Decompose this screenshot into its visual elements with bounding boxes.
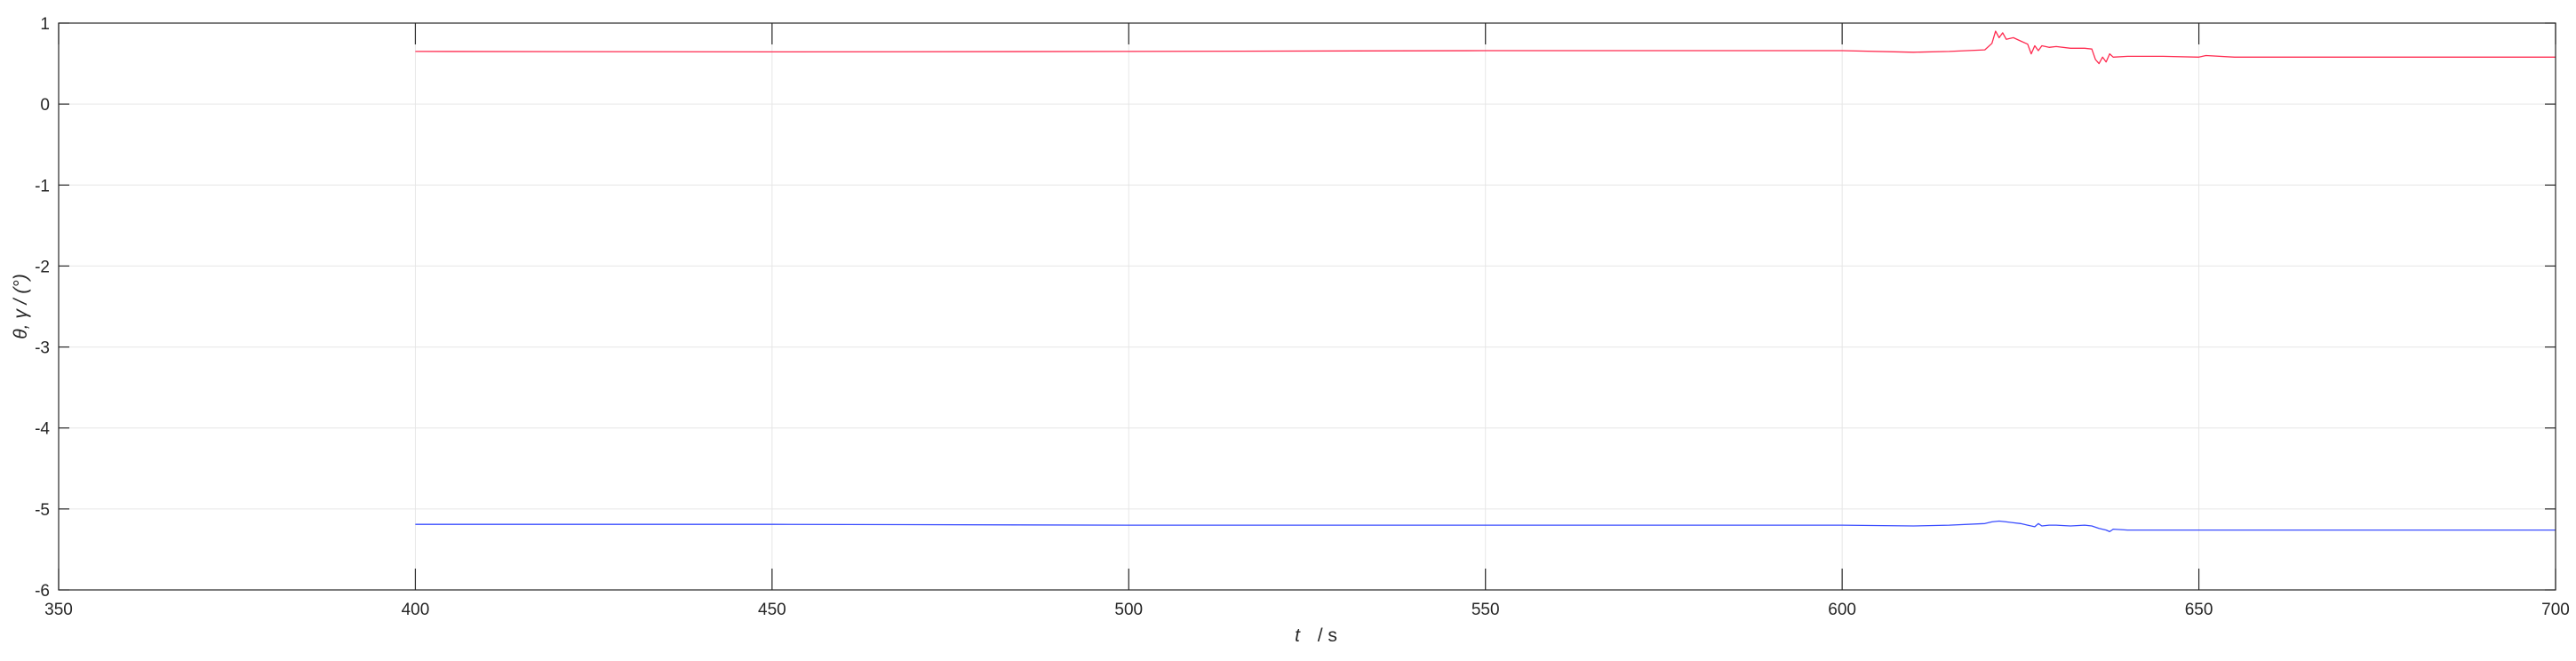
y-axis-label: θ, γ / (°)	[11, 274, 31, 338]
x-tick-label: 650	[2185, 601, 2213, 619]
x-tick-label: 400	[402, 601, 430, 619]
plot-frame	[58, 22, 2556, 591]
y-tick-label: -5	[35, 501, 50, 520]
y-tick-label: -4	[35, 420, 50, 439]
x-tick-label: 550	[1471, 601, 1500, 619]
x-tick-label: 350	[44, 601, 73, 619]
grid	[59, 23, 2556, 590]
y-tick-label: -3	[35, 339, 50, 358]
ticks	[58, 22, 2556, 591]
x-tick-label: 450	[758, 601, 786, 619]
tick-labels: 350 400 450 500 550 600 650 700 1 0 -1 -2 -3 -4 -5 -6	[35, 15, 2570, 619]
y-tick-label: -1	[35, 177, 50, 195]
y-tick-label: 0	[40, 96, 50, 115]
y-tick-label: 1	[40, 15, 50, 34]
y-tick-label: -6	[35, 582, 50, 601]
series-layer	[415, 30, 2556, 533]
x-tick-label: 600	[1828, 601, 1856, 619]
x-tick-label: 500	[1114, 601, 1143, 619]
x-axis-label: t / s	[1295, 625, 1337, 646]
series-line-2	[415, 520, 2556, 533]
x-axis-unit: / s	[1318, 625, 1337, 646]
series-line-1	[415, 30, 2556, 65]
x-axis-variable: t	[1295, 625, 1301, 646]
x-tick-label: 700	[2541, 601, 2570, 619]
y-tick-label: -2	[35, 258, 50, 276]
